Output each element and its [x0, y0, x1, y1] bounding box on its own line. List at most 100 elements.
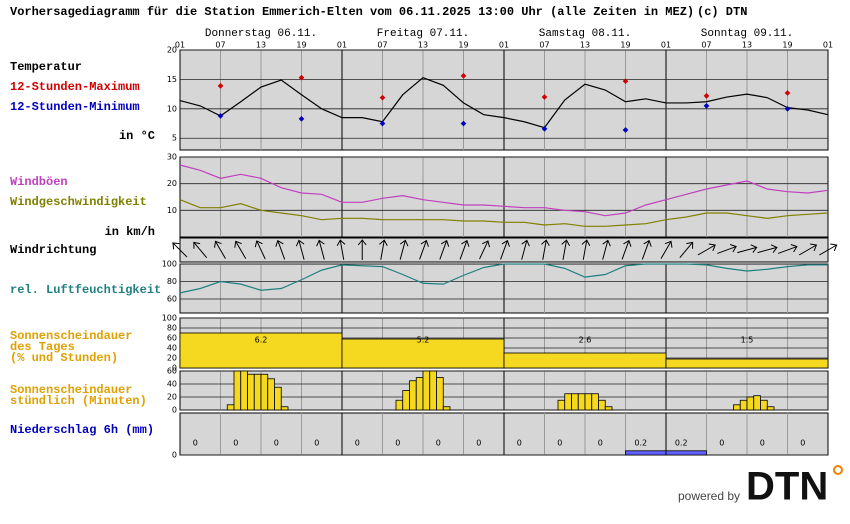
hour-label: 13	[418, 41, 428, 50]
bar	[442, 406, 451, 411]
y-tick-label: 30	[167, 153, 177, 162]
point	[703, 103, 710, 109]
day-label: Sonntag 09.11.	[701, 28, 793, 40]
value-label: 0	[395, 439, 400, 448]
wind-arrow	[819, 243, 838, 256]
arrow-head	[193, 241, 201, 249]
value-label: 0	[517, 439, 522, 448]
arrow-shaft	[459, 240, 468, 260]
arrow-head	[420, 239, 429, 247]
bar	[260, 373, 269, 411]
arrow-shaft	[439, 240, 448, 260]
arrow-shaft	[717, 246, 737, 254]
y-tick-label: 60	[167, 367, 177, 376]
arrow-head	[234, 240, 242, 248]
hour-label: 13	[742, 41, 752, 50]
arrow-head	[664, 240, 673, 248]
arrow-shaft	[235, 241, 247, 259]
bar	[571, 393, 579, 411]
arrow-head	[399, 239, 409, 247]
arrow-head	[643, 239, 652, 247]
arrow-shaft	[737, 246, 757, 254]
wind-arrow	[419, 239, 429, 260]
wind-arrow	[336, 239, 346, 260]
wind-arrow	[697, 243, 716, 256]
bar	[598, 399, 606, 411]
arrow-head	[254, 240, 263, 248]
y-tick-label: 20	[167, 354, 177, 363]
value-label: 0	[233, 439, 238, 448]
value-label: 0.2	[634, 439, 647, 448]
bar	[267, 378, 275, 411]
bar	[226, 404, 235, 411]
arrow-shaft	[697, 244, 716, 256]
arrow-shaft	[500, 240, 508, 260]
wind-arrow	[316, 239, 325, 260]
arrow-head	[521, 239, 530, 247]
arrow-head	[810, 243, 818, 252]
bar	[247, 373, 255, 411]
arrow-head	[379, 239, 388, 247]
arrow-head	[686, 241, 694, 249]
arrow-shaft	[621, 240, 630, 260]
wind-arrow	[214, 240, 226, 259]
series-label: Windgeschwindigkeit	[10, 195, 147, 209]
y-tick-label: 40	[167, 344, 177, 353]
point	[379, 94, 386, 101]
day-label: Samstag 08.11.	[539, 28, 631, 40]
wind-arrow	[234, 240, 247, 259]
panel-label: stündlich (Minuten)	[10, 394, 147, 408]
hour-label: 07	[215, 41, 225, 50]
logo-dot	[833, 465, 843, 475]
wind-arrow	[602, 239, 611, 260]
bar	[766, 406, 775, 411]
bar	[665, 358, 829, 369]
y-tick-label: 100	[162, 260, 177, 269]
bar-label: 1.5	[741, 336, 754, 345]
arrow-head	[770, 244, 778, 253]
hour-label: 01	[499, 41, 509, 50]
bar	[436, 377, 444, 411]
value-label: 0	[719, 439, 724, 448]
wind-arrow	[777, 244, 798, 254]
unit-label: in °C	[119, 129, 155, 143]
value-label: 0	[436, 439, 441, 448]
arrow-shaft	[298, 240, 305, 260]
point	[298, 115, 305, 122]
arrow-head	[750, 244, 758, 253]
arrow-shaft	[380, 240, 385, 260]
series-line	[179, 263, 828, 294]
wind-arrow	[798, 243, 818, 256]
arrow-shaft	[399, 240, 406, 260]
arrow-head	[461, 239, 470, 247]
hour-label: 07	[701, 41, 711, 50]
y-tick-label: 80	[167, 277, 177, 286]
wind-arrow	[581, 239, 591, 260]
value-label: 0.2	[675, 439, 688, 448]
bar	[422, 370, 431, 411]
wind-arrow	[757, 244, 778, 254]
day-label: Donnerstag 06.11.	[205, 28, 317, 40]
y-tick-label: 60	[167, 295, 177, 304]
value-label: 0	[476, 439, 481, 448]
arrow-shaft	[215, 241, 226, 259]
y-tick-label: 0	[172, 406, 177, 415]
copyright: (c) DTN	[697, 5, 747, 19]
bar	[415, 377, 424, 411]
logo: DTN	[746, 465, 828, 509]
y-tick-label: 60	[167, 334, 177, 343]
point	[622, 127, 629, 133]
arrow-shaft	[318, 240, 325, 260]
title: Vorhersagediagramm für die Station Emmer…	[10, 5, 694, 19]
wind-arrow	[439, 239, 450, 260]
hour-label: 01	[175, 41, 185, 50]
arrow-shaft	[542, 240, 547, 260]
hour-label: 07	[377, 41, 387, 50]
bar	[253, 373, 262, 411]
value-label: 0	[557, 439, 562, 448]
wind-arrow	[379, 239, 388, 260]
hour-label: 01	[337, 41, 347, 50]
bar	[760, 399, 768, 411]
series-label: Temperatur	[10, 60, 82, 74]
